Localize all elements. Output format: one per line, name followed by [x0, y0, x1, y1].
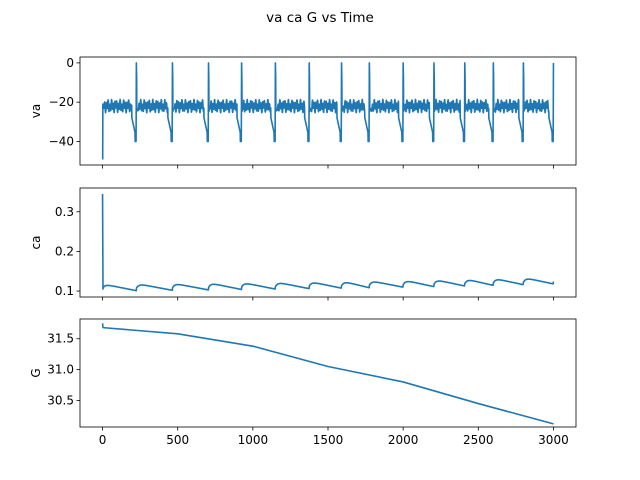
- series-line-va: [101, 62, 555, 160]
- y-tick-label: 0.2: [55, 244, 74, 258]
- chart-title: va ca G vs Time: [266, 10, 374, 26]
- series-line-ca: [101, 193, 555, 292]
- y-axis-title-ca: ca: [29, 236, 43, 250]
- y-axis-title-G: G: [29, 368, 43, 377]
- x-tick-label: 2000: [388, 433, 419, 447]
- x-tick-label: 500: [166, 433, 189, 447]
- x-tick-label: 2500: [463, 433, 494, 447]
- y-tick-label: 0: [66, 56, 74, 70]
- panel-va: 0 −20 −40 va: [29, 56, 577, 169]
- y-axis-title-va: va: [29, 104, 43, 118]
- y-tick-label: 0.3: [55, 205, 74, 219]
- x-tick-label: 1000: [238, 433, 269, 447]
- x-tick-label: 0: [99, 433, 107, 447]
- y-tick-label: 0.1: [55, 284, 74, 298]
- series-line-G: [101, 323, 554, 425]
- y-tick-label: 31.0: [47, 363, 74, 377]
- y-tick-label: 31.5: [47, 332, 74, 346]
- x-tick-label: 1500: [313, 433, 344, 447]
- y-tick-label: 30.5: [47, 393, 74, 407]
- y-tick-label: −20: [49, 95, 74, 109]
- y-tick-label: −40: [49, 134, 74, 148]
- axes-layer: 0 −20 −40 va 0.1 0.2 0.3 ca 31.5 31.0 30.5 0 500 1000…: [29, 56, 577, 447]
- panel-G: 31.5 31.0 30.5 0 500 1000 1500 2000 2500 3000 G: [29, 318, 577, 447]
- panel-ca: 0.1 0.2 0.3 ca: [29, 187, 577, 301]
- x-tick-label: 3000: [538, 433, 569, 447]
